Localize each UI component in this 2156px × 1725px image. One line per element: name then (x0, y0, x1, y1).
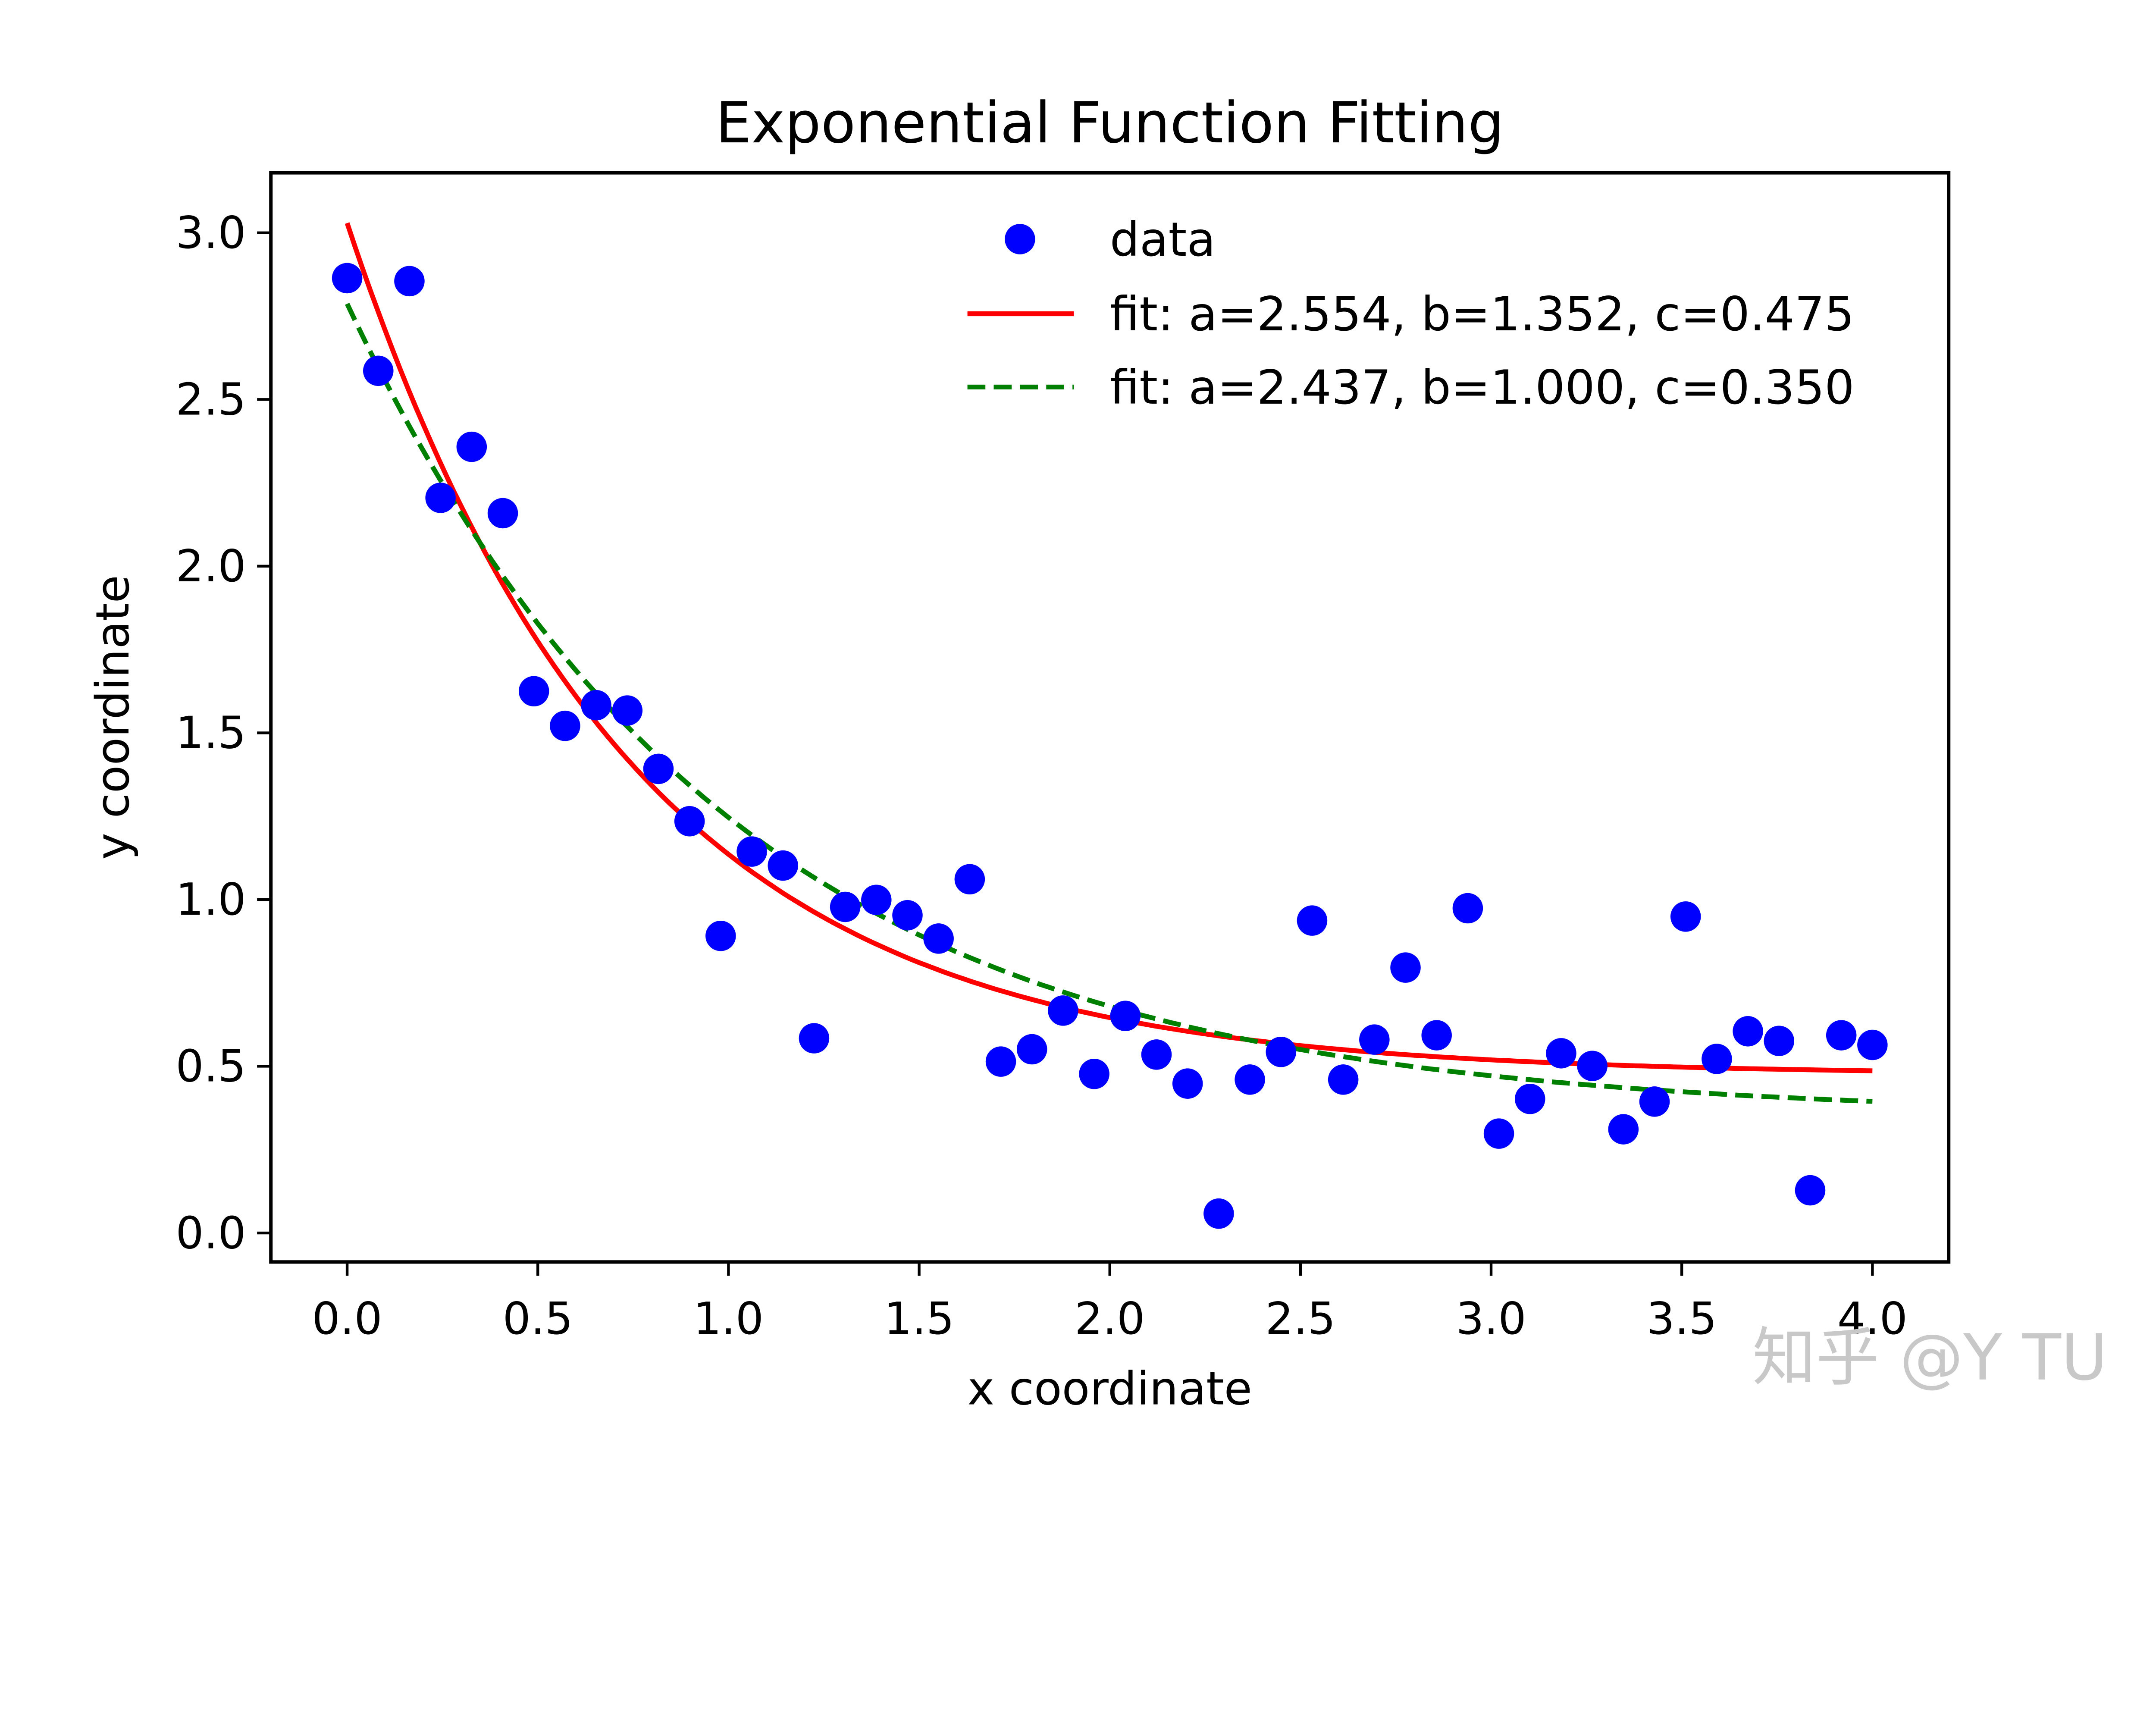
data-point (1141, 1039, 1172, 1070)
data-point (456, 431, 487, 462)
data-point (768, 850, 798, 881)
x-tick-label: 1.0 (693, 1293, 764, 1345)
data-point (1670, 901, 1701, 932)
data-point (1235, 1064, 1265, 1095)
plot-area (332, 222, 1888, 1229)
data-point (1390, 952, 1421, 983)
data-point (1764, 1026, 1795, 1056)
data-point (1328, 1064, 1359, 1095)
x-tick-label: 3.0 (1456, 1293, 1526, 1345)
x-tick-label: 4.0 (1837, 1293, 1908, 1345)
x-tick-label: 1.5 (884, 1293, 954, 1345)
data-point (1483, 1118, 1514, 1149)
data-point (705, 920, 736, 951)
fit-line-1 (345, 222, 1873, 1073)
data-point (1608, 1114, 1639, 1145)
y-tick-label: 3.0 (175, 207, 246, 259)
data-point (1359, 1024, 1390, 1055)
data-point (861, 884, 892, 915)
data-point (518, 676, 549, 707)
data-point (1702, 1044, 1732, 1074)
x-axis-label: x coordinate (968, 1362, 1252, 1415)
data-point (1048, 995, 1078, 1026)
data-point (1203, 1198, 1234, 1229)
x-tick-label: 3.5 (1647, 1293, 1717, 1345)
data-point (550, 710, 580, 741)
data-point (674, 806, 705, 837)
y-tick-label: 1.5 (175, 708, 246, 759)
data-point (1110, 1000, 1141, 1032)
x-tick-label: 0.5 (503, 1293, 573, 1345)
data-point (1857, 1029, 1888, 1060)
data-point (332, 263, 363, 294)
data-point (1421, 1020, 1452, 1051)
data-point (612, 695, 643, 726)
data-point (1826, 1020, 1857, 1051)
data-point (363, 355, 394, 386)
data-point (643, 753, 674, 784)
data-point (1172, 1068, 1203, 1099)
data-point (394, 266, 425, 297)
data-point (736, 836, 767, 867)
data-point (487, 498, 518, 529)
legend-label: data (1110, 212, 1216, 267)
data-point (985, 1046, 1016, 1077)
legend-label: fit: a=2.554, b=1.352, c=0.475 (1110, 287, 1855, 342)
axis-ticks: 0.0 0.5 1.0 1.5 2.0 2.5 3.0 3.5 4.0 0.0 0.5 1.0 1.5 2… (175, 207, 1907, 1345)
data-point (1733, 1016, 1763, 1047)
data-point (1079, 1059, 1109, 1089)
fit-line-2 (345, 303, 1873, 1104)
y-tick-label: 2.0 (175, 541, 246, 592)
legend-label: fit: a=2.437, b=1.000, c=0.350 (1110, 360, 1855, 415)
data-point (1016, 1034, 1047, 1065)
watermark: 知乎 @Y TU (1752, 1320, 2108, 1395)
legend-marker-data (1005, 224, 1035, 254)
y-axis-label: y coordinate (86, 575, 139, 859)
data-point (1577, 1051, 1608, 1081)
data-point (1266, 1036, 1297, 1067)
data-point (1297, 905, 1328, 936)
data-point (923, 923, 954, 954)
y-tick-label: 0.0 (175, 1208, 246, 1259)
x-tick-label: 2.5 (1265, 1293, 1335, 1345)
data-point (1639, 1086, 1670, 1117)
data-point (1515, 1083, 1545, 1114)
y-tick-label: 2.5 (175, 374, 246, 426)
data-point (1795, 1175, 1826, 1206)
data-point (954, 864, 985, 895)
data-point (892, 900, 923, 931)
data-point (830, 891, 861, 922)
chart-title: Exponential Function Fitting (716, 90, 1504, 156)
chart: Exponential Function Fitting 0.0 0.5 1.0 1.… (86, 90, 2108, 1415)
x-tick-label: 2.0 (1075, 1293, 1145, 1345)
data-point (799, 1023, 830, 1054)
x-tick-label: 0.0 (312, 1293, 382, 1345)
legend: data fit: a=2.554, b=1.352, c=0.475 fit: a… (967, 212, 1855, 415)
data-point (1546, 1038, 1576, 1069)
y-tick-label: 0.5 (175, 1041, 246, 1092)
y-tick-label: 1.0 (175, 874, 246, 925)
data-point (425, 483, 456, 513)
data-point (1452, 893, 1483, 924)
data-point (581, 690, 611, 721)
